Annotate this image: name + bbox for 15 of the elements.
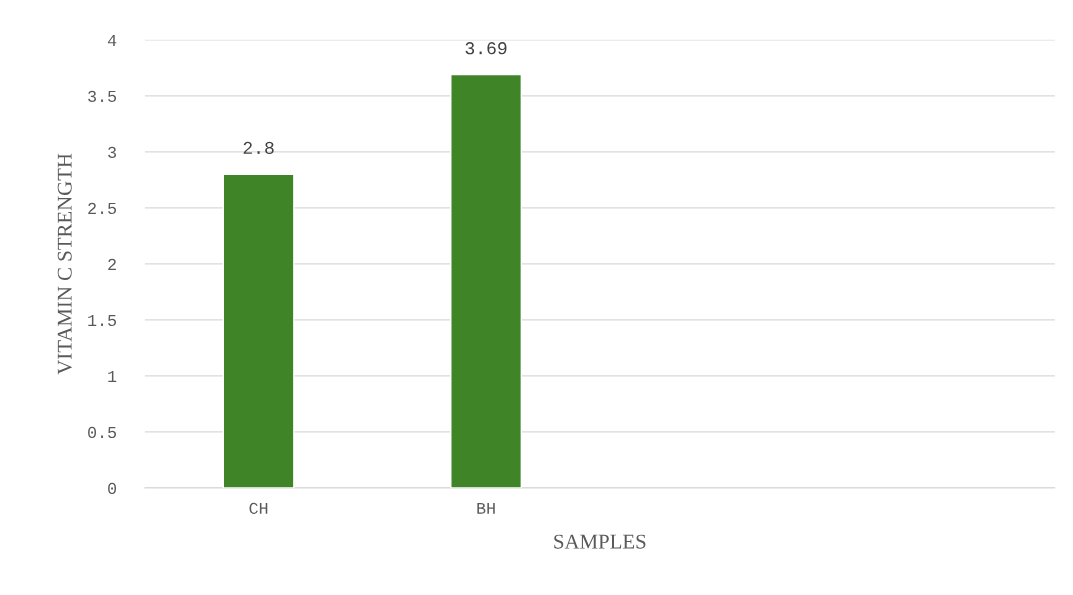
x-tick-label: CH bbox=[249, 502, 268, 515]
y-tick-label: 1 bbox=[108, 370, 117, 382]
y-tick-label: 2 bbox=[108, 258, 116, 270]
y-tick-label: 3.5 bbox=[88, 90, 117, 103]
y-axis-title: VITAMIN C STRENGTH bbox=[57, 153, 72, 375]
data-label: 2.8 bbox=[243, 141, 274, 155]
y-tick-label: 0 bbox=[108, 482, 117, 495]
data-label: 3.69 bbox=[465, 42, 507, 55]
y-tick-label: 0.5 bbox=[88, 426, 117, 439]
x-tick-label: BH bbox=[477, 502, 495, 514]
y-tick-label: 4 bbox=[107, 34, 117, 46]
y-tick-label: 3 bbox=[108, 146, 117, 159]
y-tick-label: 1.5 bbox=[88, 314, 117, 327]
x-axis-title: SAMPLES bbox=[554, 534, 646, 549]
y-tick-label: 2.5 bbox=[88, 202, 117, 215]
